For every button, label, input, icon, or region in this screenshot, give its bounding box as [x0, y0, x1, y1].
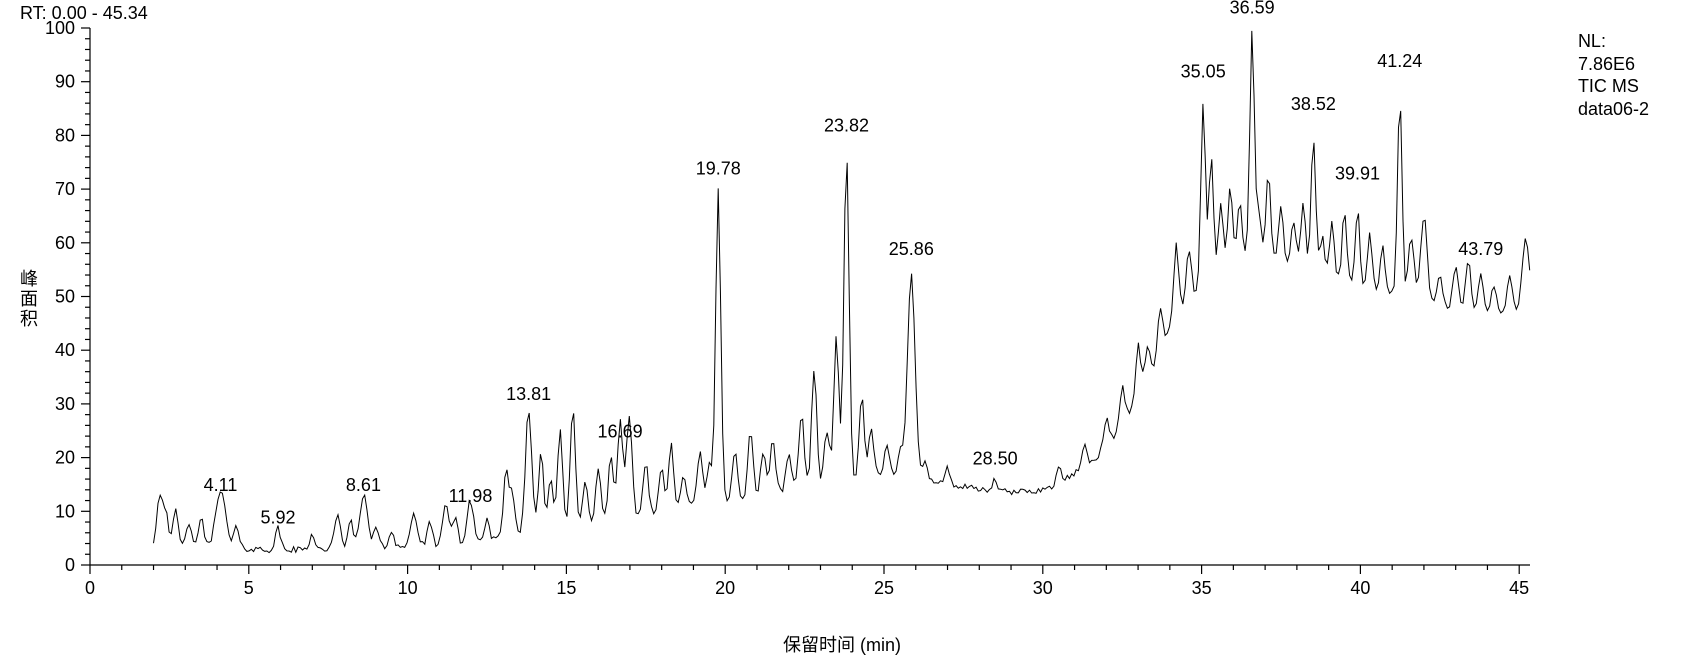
- x-tick-label: 15: [556, 578, 576, 598]
- y-tick-label: 70: [55, 179, 75, 199]
- y-tick-label: 30: [55, 394, 75, 414]
- y-tick-label: 0: [65, 555, 75, 575]
- y-tick-label: 20: [55, 448, 75, 468]
- peak-label: 41.24: [1377, 51, 1422, 71]
- y-tick-label: 80: [55, 125, 75, 145]
- peak-label: 19.78: [696, 158, 741, 178]
- x-tick-label: 30: [1033, 578, 1053, 598]
- y-tick-label: 50: [55, 287, 75, 307]
- peak-label: 35.05: [1181, 62, 1226, 82]
- peak-label: 16.69: [598, 421, 643, 441]
- peak-label: 28.50: [973, 448, 1018, 468]
- peak-label: 8.61: [346, 475, 381, 495]
- datafile-label: data06-2: [1578, 98, 1649, 121]
- peak-label: 43.79: [1458, 239, 1503, 259]
- peak-label: 23.82: [824, 115, 869, 135]
- nl-label: NL:: [1578, 30, 1649, 53]
- peak-label: 13.81: [506, 384, 551, 404]
- x-tick-label: 5: [244, 578, 254, 598]
- y-tick-label: 10: [55, 501, 75, 521]
- x-tick-label: 45: [1509, 578, 1529, 598]
- y-tick-label: 90: [55, 72, 75, 92]
- rt-range-label: RT: 0.00 - 45.34: [20, 3, 148, 24]
- x-tick-label: 25: [874, 578, 894, 598]
- y-axis-label: 峰面积: [20, 270, 38, 329]
- peak-label: 38.52: [1291, 94, 1336, 114]
- chromatogram-plot: 0102030405060708090100051015202530354045…: [0, 0, 1684, 665]
- peak-label: 36.59: [1230, 0, 1275, 17]
- peak-label: 11.98: [449, 486, 493, 506]
- x-tick-label: 0: [85, 578, 95, 598]
- peak-label: 25.86: [889, 239, 934, 259]
- y-tick-label: 60: [55, 233, 75, 253]
- y-tick-label: 40: [55, 340, 75, 360]
- peak-label: 4.11: [204, 475, 238, 495]
- x-tick-label: 10: [398, 578, 418, 598]
- trace-label: TIC MS: [1578, 75, 1649, 98]
- chromatogram-figure: RT: 0.00 - 45.34 NL: 7.86E6 TIC MS data0…: [0, 0, 1684, 665]
- peak-label: 39.91: [1335, 164, 1380, 184]
- x-tick-label: 20: [715, 578, 735, 598]
- nl-value: 7.86E6: [1578, 53, 1649, 76]
- x-axis-label: 保留时间 (min): [0, 631, 1684, 657]
- peak-label: 5.92: [260, 507, 295, 527]
- side-info-panel: NL: 7.86E6 TIC MS data06-2: [1578, 30, 1649, 120]
- x-tick-label: 40: [1350, 578, 1370, 598]
- x-tick-label: 35: [1192, 578, 1212, 598]
